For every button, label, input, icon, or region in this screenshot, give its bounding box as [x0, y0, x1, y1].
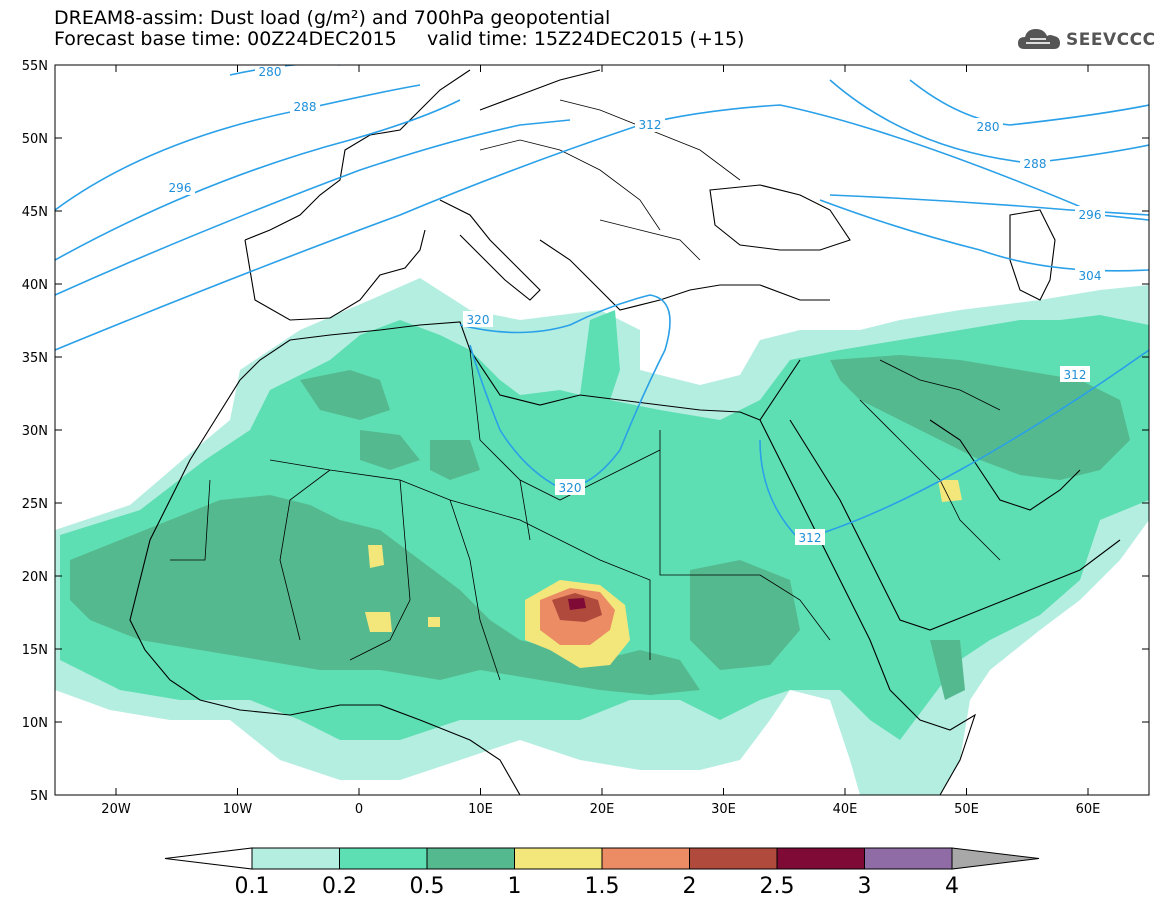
lon-label: 10E [468, 802, 493, 817]
colorbar-label: 2.5 [760, 874, 795, 899]
contour-label: 288 [294, 100, 317, 114]
lon-label: 30E [711, 802, 736, 817]
lat-label: 30N [22, 424, 48, 439]
coastline-black-sea [709, 184, 851, 251]
contour-line-288-east [829, 79, 1149, 164]
lon-label: 50E [954, 802, 979, 817]
contour-line-312-north [55, 104, 1149, 351]
map-subtitle-times: Forecast base time: 00Z24DEC2015 valid t… [54, 28, 745, 50]
coastline-europe-north [244, 69, 601, 241]
contour-label-bg [1020, 155, 1050, 171]
contour-line-280-east [909, 79, 1149, 126]
dust-field-2.5 [568, 598, 586, 610]
colorbar-swatch [339, 847, 428, 870]
contour-label: 280 [977, 120, 1000, 134]
lat-label: 5N [30, 789, 48, 804]
logo-text: SEEVCCC [1066, 30, 1156, 50]
lat-label: 55N [22, 59, 48, 74]
colorbar-label: 0.1 [235, 874, 270, 899]
coastline-italy-balkans [439, 199, 830, 311]
contour-label-bg [635, 116, 665, 132]
contour-label-bg [973, 118, 1003, 134]
lon-label: 40E [833, 802, 858, 817]
lat-label: 50N [22, 132, 48, 147]
contour-label-bg [165, 179, 195, 195]
contour-line-320 [459, 294, 671, 489]
map-title: DREAM8-assim: Dust load (g/m²) and 700hP… [54, 7, 611, 29]
contour-line-312-east [759, 349, 1149, 541]
colorbar-swatch [864, 847, 953, 870]
latitude-ticks: 55N 50N 45N 40N 35N 30N 25N 20N 15N 10N 5N [22, 59, 1149, 804]
contour-label: 304 [1079, 269, 1102, 283]
lon-label: 0 [355, 802, 363, 817]
contour-label-bg [1075, 267, 1105, 283]
lat-label: 10N [22, 716, 48, 731]
colorbar-swatch [514, 847, 603, 870]
contour-label: 312 [1064, 368, 1087, 382]
contour-label: 296 [1079, 208, 1102, 222]
lon-label: 60E [1076, 802, 1101, 817]
contour-line-296-west [55, 99, 461, 261]
coastline-iberia [244, 229, 426, 321]
colorbar: 0.1 0.2 0.5 1 1.5 2 2.5 3 4 [164, 847, 1040, 899]
coastline-north-africa [239, 321, 801, 421]
contour-label-bg [555, 479, 585, 495]
contour-line-296-east [829, 194, 1149, 216]
coastline-west-africa [129, 379, 521, 795]
contour-label-bg [1075, 206, 1105, 222]
colorbar-swatch [251, 847, 340, 870]
contour-label-bg [795, 529, 825, 545]
lon-label: 10W [223, 802, 253, 817]
lat-label: 45N [22, 205, 48, 220]
colorbar-swatch [776, 847, 865, 870]
colorbar-lower-arrow [164, 847, 253, 870]
lat-label: 40N [22, 278, 48, 293]
coastline-horn-africa [889, 689, 976, 795]
colorbar-label: 4 [945, 874, 959, 899]
longitude-ticks: 20W 10W 0 10E 20E 30E 40E 50E 60E [101, 65, 1100, 817]
geopotential-contours [55, 65, 1149, 541]
cloud-icon [1018, 29, 1060, 49]
lat-label: 25N [22, 497, 48, 512]
lat-label: 35N [22, 351, 48, 366]
contour-label-bg [463, 311, 493, 327]
seevccc-logo: SEEVCCC [1016, 22, 1156, 58]
contour-label: 320 [467, 313, 490, 327]
contour-line-288-west [55, 84, 421, 211]
lon-label: 20W [101, 802, 131, 817]
contour-label: 296 [169, 181, 192, 195]
coastline-caspian [1009, 209, 1056, 301]
lat-label: 20N [22, 570, 48, 585]
colorbar-label: 3 [858, 874, 872, 899]
contour-label: 280 [259, 65, 282, 79]
dust-field-0.5 [70, 355, 1130, 700]
contour-label-bg [255, 63, 285, 79]
contour-label-bg [290, 98, 320, 114]
contour-label: 320 [559, 481, 582, 495]
colorbar-swatch [689, 847, 778, 870]
contour-label: 312 [639, 118, 662, 132]
lat-label: 15N [22, 643, 48, 658]
dust-fields [55, 278, 1149, 795]
colorbar-label: 1.5 [585, 874, 620, 899]
contour-label: 288 [1024, 157, 1047, 171]
contour-label: 312 [799, 531, 822, 545]
colorbar-label: 0.2 [322, 874, 357, 899]
contour-label-bg [1060, 366, 1090, 382]
colorbar-label: 1 [508, 874, 522, 899]
colorbar-upper-arrow [951, 847, 1040, 870]
colorbar-label: 2 [683, 874, 697, 899]
contour-line-304-west [55, 119, 571, 296]
colorbar-swatch [426, 847, 515, 870]
colorbar-swatch [601, 847, 690, 870]
lon-label: 20E [590, 802, 615, 817]
contour-labels: 280 288 296 312 320 320 312 280 288 296 304 312 [165, 63, 1105, 545]
colorbar-label: 0.5 [410, 874, 445, 899]
coastline-gulf [929, 419, 1081, 511]
